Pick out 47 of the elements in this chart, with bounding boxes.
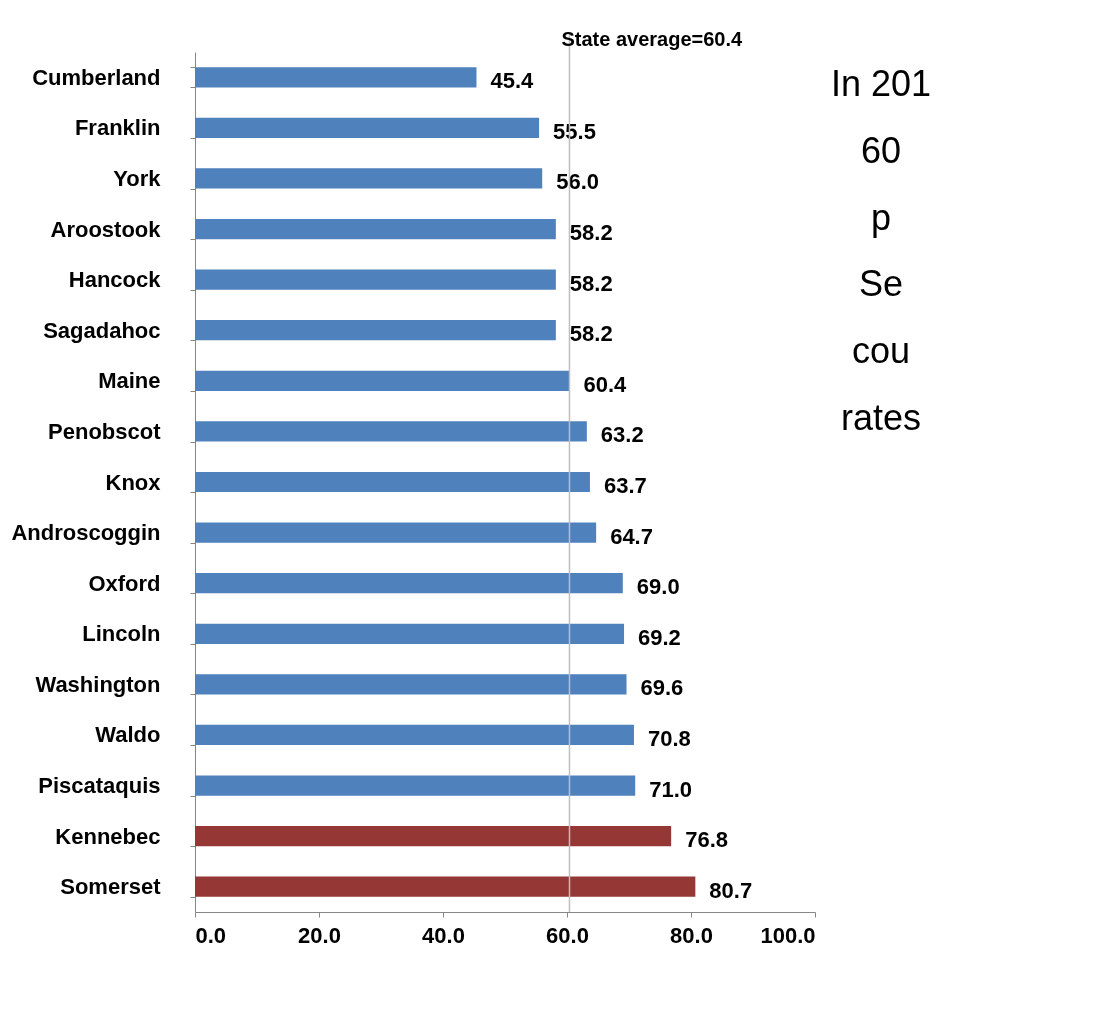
y-tick-label: Aroostook — [50, 216, 162, 242]
data-label: 60.4 — [583, 371, 628, 397]
ref-line-label: State average=60.4 — [561, 28, 744, 50]
data-label: 69.6 — [640, 675, 684, 701]
text: p — [870, 196, 892, 238]
x-tick-label: 20.0 — [298, 922, 341, 948]
x-tick-label: 60.0 — [546, 922, 589, 948]
x-tick-label: 40.0 — [422, 922, 465, 948]
x-tick-label: 80.0 — [670, 922, 713, 948]
text: rates — [840, 396, 922, 438]
text: Se — [858, 263, 904, 305]
y-tick-label: Androscoggin — [11, 520, 161, 546]
y-tick-label: Oxford — [88, 570, 161, 596]
y-tick-label: Maine — [98, 368, 161, 394]
y-tick-label: Piscataquis — [38, 773, 161, 799]
y-tick-label: Hancock — [68, 267, 162, 293]
y-tick-label: Cumberland — [32, 64, 161, 90]
data-label: 71.0 — [649, 776, 693, 802]
data-label: 69.0 — [636, 574, 680, 600]
x-tick-label: 0.0 — [195, 922, 227, 948]
data-label: 70.8 — [647, 725, 691, 751]
x-tick-label: 100.0 — [760, 922, 816, 948]
y-tick-label: Knox — [105, 469, 162, 495]
text: cou — [851, 330, 911, 371]
y-tick-label: Washington — [35, 671, 161, 697]
data-label: 45.4 — [490, 68, 535, 94]
y-tick-label: York — [113, 165, 162, 191]
text: 60 — [860, 130, 902, 171]
data-label: 64.7 — [610, 523, 653, 549]
data-label: 56.0 — [556, 169, 600, 195]
data-label: 76.8 — [685, 827, 728, 853]
data-label: 58.2 — [569, 270, 613, 296]
y-tick-label: Lincoln — [82, 621, 161, 647]
y-tick-label: Kennebec — [55, 823, 161, 849]
data-label: 58.2 — [569, 321, 613, 347]
data-label: 63.7 — [603, 473, 647, 498]
y-tick-label: Sagadahoc — [43, 317, 161, 343]
y-tick-label: Waldo — [95, 722, 161, 748]
text: In 201 — [830, 63, 932, 105]
y-tick-label: Somerset — [60, 874, 162, 900]
data-label: 58.2 — [569, 220, 613, 246]
data-label: 63.2 — [600, 422, 644, 448]
data-label: 69.2 — [638, 624, 681, 650]
data-label: 55.5 — [553, 118, 596, 144]
data-label: 80.7 — [709, 877, 753, 903]
y-tick-label: Penobscot — [48, 418, 162, 444]
y-tick-label: Franklin — [74, 115, 161, 141]
